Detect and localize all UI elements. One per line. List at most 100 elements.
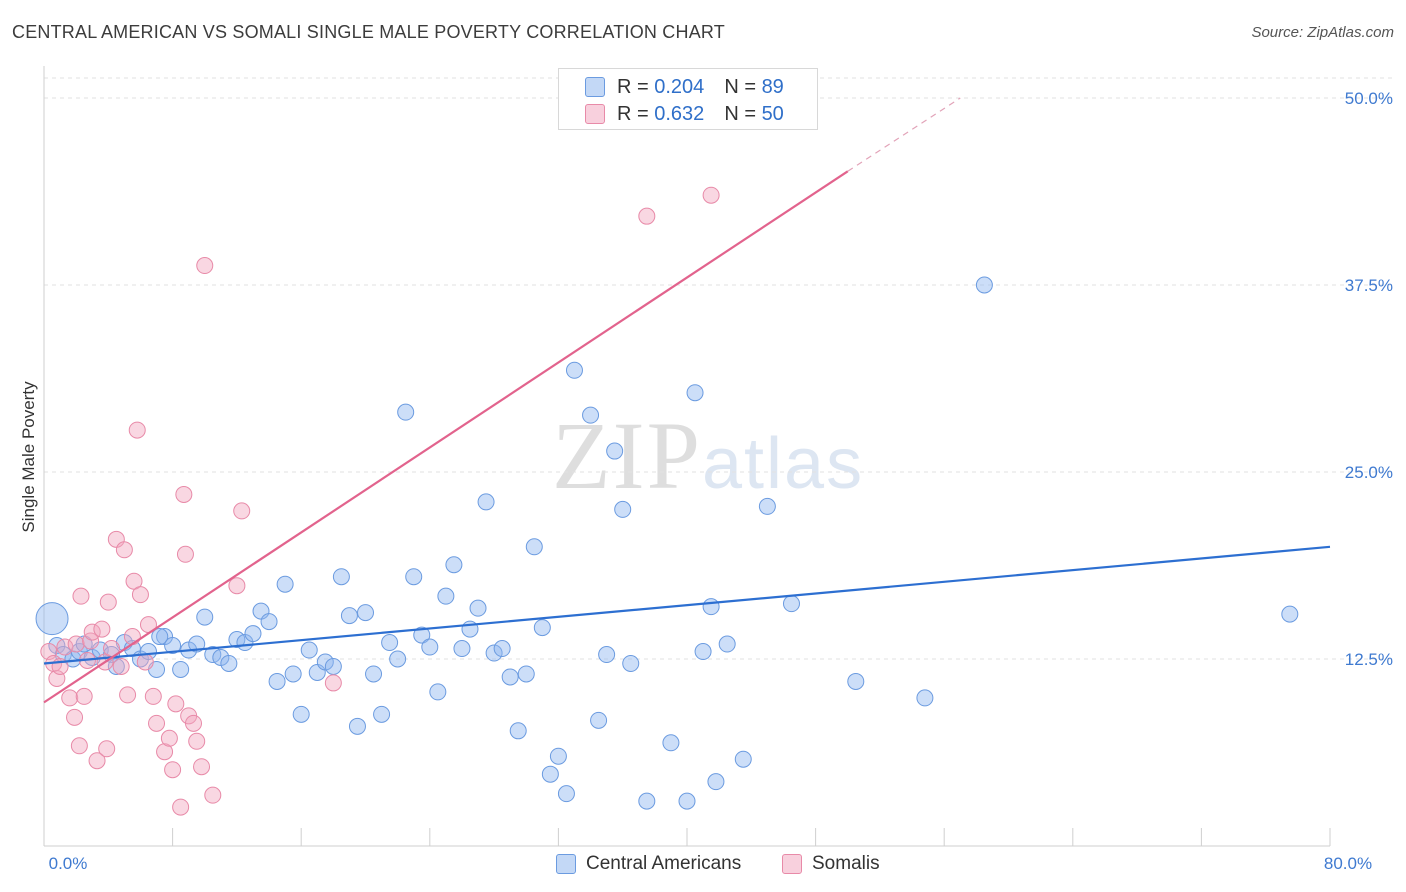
data-point [316, 653, 334, 671]
data-point [429, 683, 447, 701]
data-point [734, 750, 752, 768]
data-point [590, 711, 608, 729]
y-tick-label: 25.0% [1345, 463, 1393, 482]
source-label: Source: ZipAtlas.com [1251, 24, 1394, 41]
data-point [413, 626, 431, 644]
data-point [220, 654, 238, 672]
data-point [324, 674, 342, 692]
data-point [144, 687, 162, 705]
y-tick-label: 50.0% [1345, 89, 1393, 108]
data-point [975, 276, 993, 294]
x-tick-label: 0.0% [49, 854, 88, 873]
data-point [332, 568, 350, 586]
data-point [782, 595, 800, 613]
data-point [707, 773, 725, 791]
data-point [164, 761, 182, 779]
data-point [509, 722, 527, 740]
data-point [123, 628, 141, 646]
data-point [98, 740, 116, 758]
data-point [662, 734, 680, 752]
data-point [167, 695, 185, 713]
data-point [565, 361, 583, 379]
data-point [61, 689, 79, 707]
data-point [718, 635, 736, 653]
data-point [541, 765, 559, 783]
data-point [176, 545, 194, 563]
data-point [188, 732, 206, 750]
trend-line-somalis [43, 170, 849, 704]
data-point [638, 207, 656, 225]
legend-swatch-pink [585, 104, 605, 124]
data-point [533, 619, 551, 637]
data-point [557, 785, 575, 803]
data-point [196, 608, 214, 626]
data-point [702, 186, 720, 204]
data-point [686, 384, 704, 402]
watermark-atlas: atlas [702, 424, 865, 504]
data-point [139, 643, 157, 661]
data-point [119, 686, 137, 704]
data-point [70, 737, 88, 755]
x-tick-label: 80.0% [1324, 854, 1372, 873]
bottom-legend-swatch-pink [782, 854, 802, 874]
data-point [357, 604, 374, 622]
correlation-legend: R = 0.204 N = 89 R = 0.632 N = 50 [558, 68, 818, 130]
data-point [107, 657, 125, 675]
data-point [397, 403, 415, 421]
data-point [678, 792, 696, 810]
data-point [244, 625, 262, 643]
trend-line-central-americans [43, 545, 1331, 665]
data-point [128, 421, 146, 439]
data-point [549, 747, 567, 765]
data-point [622, 654, 640, 672]
bottom-legend-swatch-blue [556, 854, 576, 874]
legend-row-central-americans: R = 0.204 N = 89 [585, 73, 784, 101]
data-point [233, 502, 251, 520]
data-point [1281, 605, 1299, 623]
data-point [88, 752, 106, 770]
bottom-legend-label: Central Americans [586, 853, 742, 874]
data-point [485, 644, 503, 662]
data-point [131, 586, 149, 604]
legend-n-label: N = [724, 102, 756, 125]
data-point [638, 792, 656, 810]
data-point [82, 632, 100, 650]
axes [43, 66, 1331, 847]
series-central-americans [35, 276, 1299, 810]
data-point [493, 640, 511, 658]
data-point [365, 665, 383, 683]
data-point [501, 668, 519, 686]
data-point [517, 665, 535, 683]
data-point [268, 672, 286, 690]
data-point [469, 599, 487, 617]
data-point [115, 541, 133, 559]
data-point [702, 598, 720, 616]
data-point [300, 641, 318, 659]
data-point [172, 798, 190, 816]
data-point [405, 568, 423, 586]
data-point [445, 556, 463, 574]
data-point [193, 758, 211, 776]
data-point [112, 657, 130, 675]
legend-r-label: R = [617, 75, 649, 98]
legend-r-value: 0.204 [654, 75, 705, 98]
data-point [453, 640, 471, 658]
data-point [292, 705, 310, 723]
trend-line-somalis-extension [847, 97, 961, 172]
trend-lines [43, 97, 1331, 704]
data-point [56, 638, 74, 656]
data-point [67, 635, 85, 653]
data-point [477, 493, 495, 511]
legend-r-value: 0.632 [654, 102, 705, 125]
data-point [606, 442, 624, 460]
data-point [148, 714, 166, 732]
legend-n-label: N = [724, 75, 756, 98]
data-point [188, 635, 206, 653]
data-point [598, 646, 616, 664]
data-point [164, 637, 182, 655]
data-point [758, 497, 776, 515]
data-point [172, 660, 190, 678]
data-point [66, 708, 84, 726]
tick-labels: 12.5% 25.0% 37.5% 50.0% 0.0% 80.0% [49, 89, 1393, 873]
data-point [525, 538, 543, 556]
